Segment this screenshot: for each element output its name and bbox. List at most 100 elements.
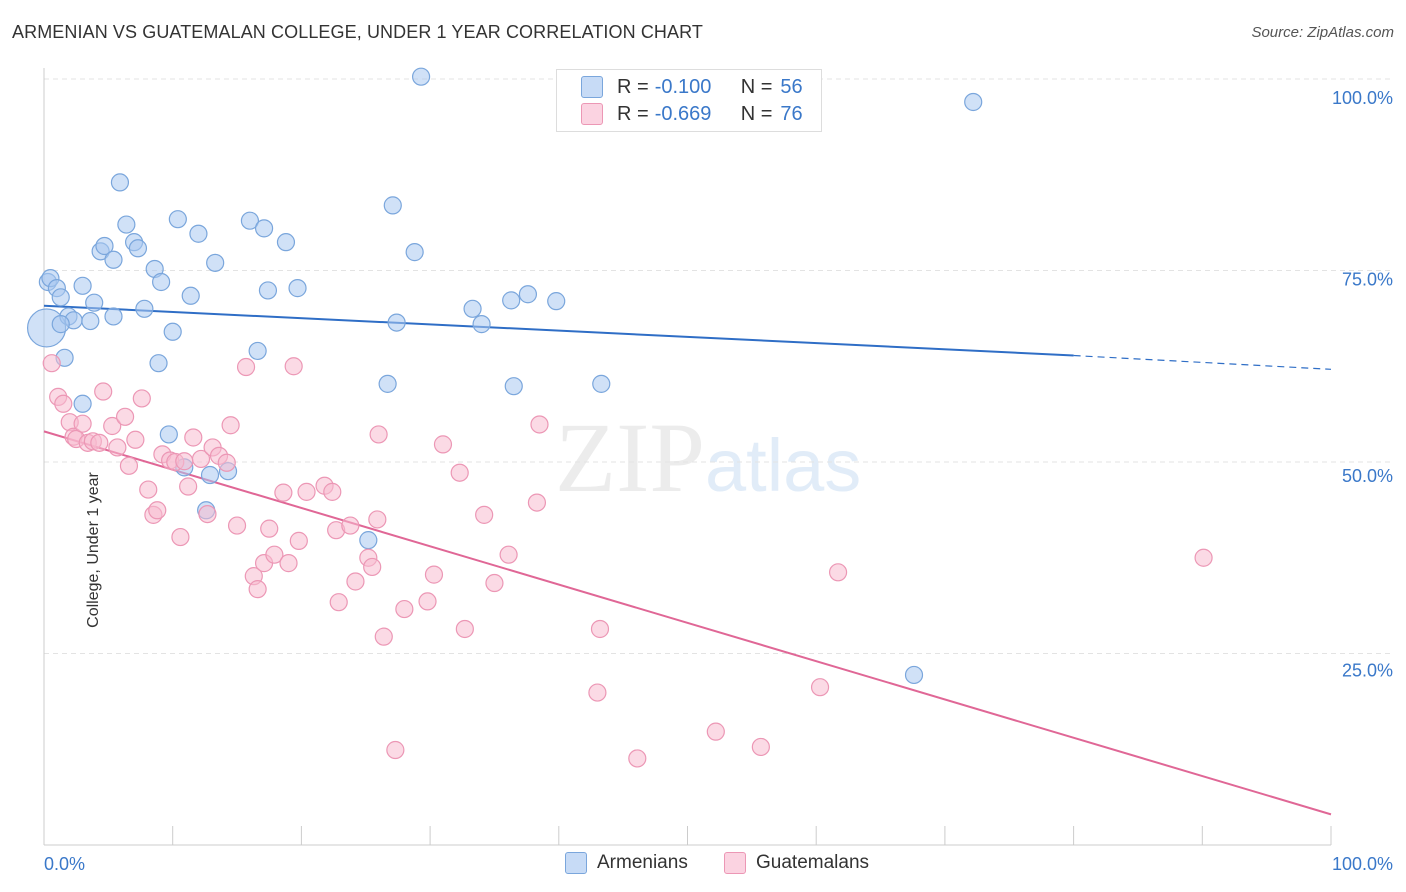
guatemalan-point-65 <box>499 545 518 564</box>
armenian-swatch <box>581 76 603 98</box>
guatemalan-point-68 <box>588 683 607 702</box>
armenian-point-24 <box>159 425 178 444</box>
guatemalan-point-69 <box>590 619 610 639</box>
armenian-point-8 <box>73 276 92 295</box>
source-label: Source: ZipAtlas.com <box>1251 24 1394 41</box>
guatemalan-point-71 <box>706 722 725 741</box>
armenian-point-25 <box>163 322 182 341</box>
label-layer: 25.0% 50.0% 75.0% 100.0% 0.0% 100.0% <box>44 88 1393 874</box>
guatemalan-point-59 <box>424 565 444 584</box>
armenian-point-32 <box>206 253 225 272</box>
armenian-point-29 <box>189 224 208 243</box>
armenian-point-11 <box>85 293 104 312</box>
armenian-point-38 <box>276 233 296 252</box>
guatemalan-point-50 <box>346 572 365 591</box>
guatemalan-point-52 <box>363 557 382 577</box>
guatemalan-point-17 <box>139 480 158 499</box>
guatemalan-point-72 <box>751 737 770 757</box>
watermark-zip: ZIP <box>555 402 705 513</box>
armenian-trend-line <box>43 304 1074 357</box>
armenians-swatch <box>565 852 587 874</box>
y-tick-label-50: 50.0% <box>1342 466 1393 486</box>
armenian-n-label: N = <box>740 75 773 98</box>
armenian-point-51 <box>547 292 566 311</box>
guatemalans-swatch <box>724 852 746 874</box>
guatemalan-point-28 <box>198 504 217 524</box>
guatemalan-point-0 <box>42 354 61 373</box>
point-layer <box>26 67 1213 768</box>
guatemalan-point-10 <box>94 382 113 401</box>
guatemalan-point-39 <box>265 545 284 564</box>
armenian-point-17 <box>117 215 136 234</box>
guatemalan-point-16 <box>132 389 151 408</box>
guatemalan-point-46 <box>323 482 342 501</box>
guatemalan-point-49 <box>341 516 360 535</box>
armenian-point-37 <box>258 281 278 300</box>
armenian-point-22 <box>149 354 168 373</box>
legend-item-armenians[interactable]: Armenians <box>565 852 688 874</box>
guatemalan-point-48 <box>329 593 348 612</box>
armenian-point-48 <box>502 291 521 310</box>
guatemalan-point-38 <box>260 519 279 538</box>
guatemalan-point-66 <box>527 493 547 512</box>
guatemalan-point-40 <box>274 483 293 502</box>
armenian-point-23 <box>152 272 171 292</box>
guatemalan-point-55 <box>374 627 393 646</box>
guatemalan-point-44 <box>297 482 316 501</box>
armenian-trend-extension <box>1073 354 1332 370</box>
guatemalan-point-54 <box>369 425 388 444</box>
armenian-point-36 <box>254 219 274 238</box>
armenian-point-20 <box>135 299 154 318</box>
axis-layer <box>43 68 1332 846</box>
armenians-label: Armenians <box>597 852 688 873</box>
guatemalan-point-63 <box>475 505 494 524</box>
armenian-point-10 <box>81 311 100 331</box>
guatemalan-point-67 <box>530 415 549 434</box>
armenian-point-13 <box>95 236 114 256</box>
armenian-point-54 <box>964 92 983 112</box>
armenian-point-39 <box>288 279 307 298</box>
guatemalan-point-41 <box>279 554 298 573</box>
armenian-point-35 <box>248 341 267 361</box>
guatemalan-point-57 <box>395 599 414 619</box>
armenian-point-50 <box>518 285 538 304</box>
guatemalan-r-label: R = <box>617 102 649 125</box>
guatemalan-point-56 <box>386 740 405 760</box>
x-tick-label-0: 0.0% <box>44 854 85 874</box>
armenian-point-43 <box>387 313 406 332</box>
armenian-r-label: R = <box>617 75 649 98</box>
guatemalan-point-64 <box>485 573 504 593</box>
guatemalan-r-value: -0.669 <box>654 102 712 125</box>
armenian-point-47 <box>472 315 491 334</box>
armenian-point-14 <box>104 250 123 269</box>
armenian-n-value: 56 <box>780 75 803 98</box>
guatemalan-n-value: 76 <box>780 102 803 125</box>
guatemalan-point-61 <box>450 463 469 482</box>
guatemalan-point-60 <box>433 435 453 454</box>
y-axis-label: College, Under 1 year <box>84 472 102 628</box>
guatemalan-point-2 <box>54 394 73 413</box>
guatemalan-point-42 <box>284 357 303 376</box>
guatemalan-point-26 <box>184 428 203 447</box>
guatemalan-point-62 <box>455 619 474 639</box>
guatemalan-point-11 <box>103 416 122 436</box>
legend-item-guatemalans[interactable]: Guatemalans <box>724 852 869 874</box>
watermark-atlas: atlas <box>705 424 862 507</box>
guatemalan-point-32 <box>221 416 240 435</box>
armenian-point-31 <box>200 465 220 485</box>
y-tick-label-75: 75.0% <box>1342 270 1393 290</box>
guatemalan-point-23 <box>171 527 190 547</box>
guatemalan-point-74 <box>828 563 848 582</box>
guatemalan-point-34 <box>236 357 256 377</box>
armenian-point-52 <box>592 374 611 393</box>
guatemalan-point-31 <box>217 453 236 472</box>
chart-title: ARMENIAN VS GUATEMALAN COLLEGE, UNDER 1 … <box>12 22 704 42</box>
armenian-point-41 <box>378 374 397 393</box>
armenian-point-28 <box>181 286 200 305</box>
armenian-r-value: -0.100 <box>654 75 712 98</box>
y-tick-label-100: 100.0% <box>1332 88 1393 108</box>
guatemalan-point-14 <box>119 456 139 475</box>
series-legend: Armenians Guatemalans <box>0 852 1406 878</box>
guatemalan-point-75 <box>1194 548 1213 567</box>
